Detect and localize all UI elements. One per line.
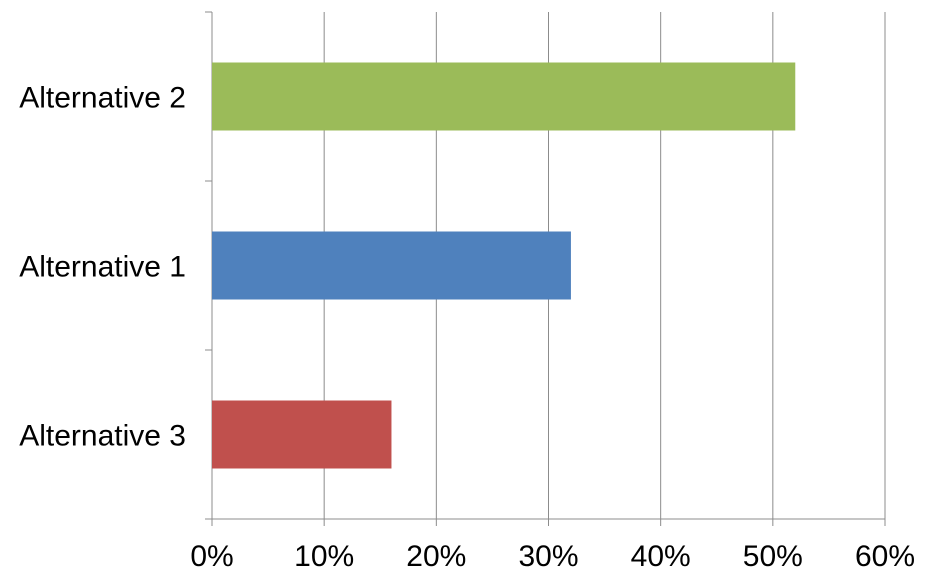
bar-alternative-2 (212, 62, 796, 131)
x-tick-labels: 0% 10% 20% 30% 40% 50% 60% (190, 540, 915, 573)
x-tick-label: 50% (743, 540, 803, 573)
x-tick-label: 60% (855, 540, 915, 573)
x-tick-label: 30% (518, 540, 578, 573)
x-tick-label: 10% (294, 540, 354, 573)
x-tick-label: 0% (190, 540, 233, 573)
bar-alternative-3 (212, 400, 392, 469)
category-label: Alternative 1 (19, 251, 186, 284)
x-tick-label: 40% (631, 540, 691, 573)
x-tick-label: 20% (406, 540, 466, 573)
category-label: Alternative 2 (19, 82, 186, 115)
bars (212, 62, 796, 469)
category-label: Alternative 3 (19, 420, 186, 453)
bar-alternative-1 (212, 231, 571, 300)
category-labels: Alternative 2 Alternative 1 Alternative 3 (19, 82, 186, 453)
